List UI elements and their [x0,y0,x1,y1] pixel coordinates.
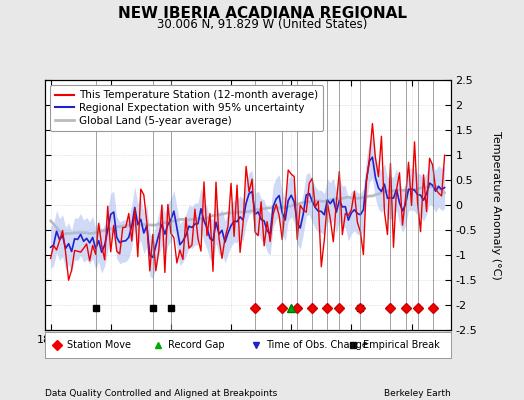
Text: Empirical Break: Empirical Break [363,340,440,350]
Text: Berkeley Earth: Berkeley Earth [384,389,451,398]
Text: Record Gap: Record Gap [168,340,225,350]
Text: Station Move: Station Move [67,340,131,350]
Text: Time of Obs. Change: Time of Obs. Change [266,340,368,350]
Y-axis label: Temperature Anomaly (°C): Temperature Anomaly (°C) [491,131,501,279]
Legend: This Temperature Station (12-month average), Regional Expectation with 95% uncer: This Temperature Station (12-month avera… [50,85,323,131]
Text: 30.006 N, 91.829 W (United States): 30.006 N, 91.829 W (United States) [157,18,367,31]
Text: Data Quality Controlled and Aligned at Breakpoints: Data Quality Controlled and Aligned at B… [45,389,277,398]
Text: NEW IBERIA ACADIANA REGIONAL: NEW IBERIA ACADIANA REGIONAL [117,6,407,21]
